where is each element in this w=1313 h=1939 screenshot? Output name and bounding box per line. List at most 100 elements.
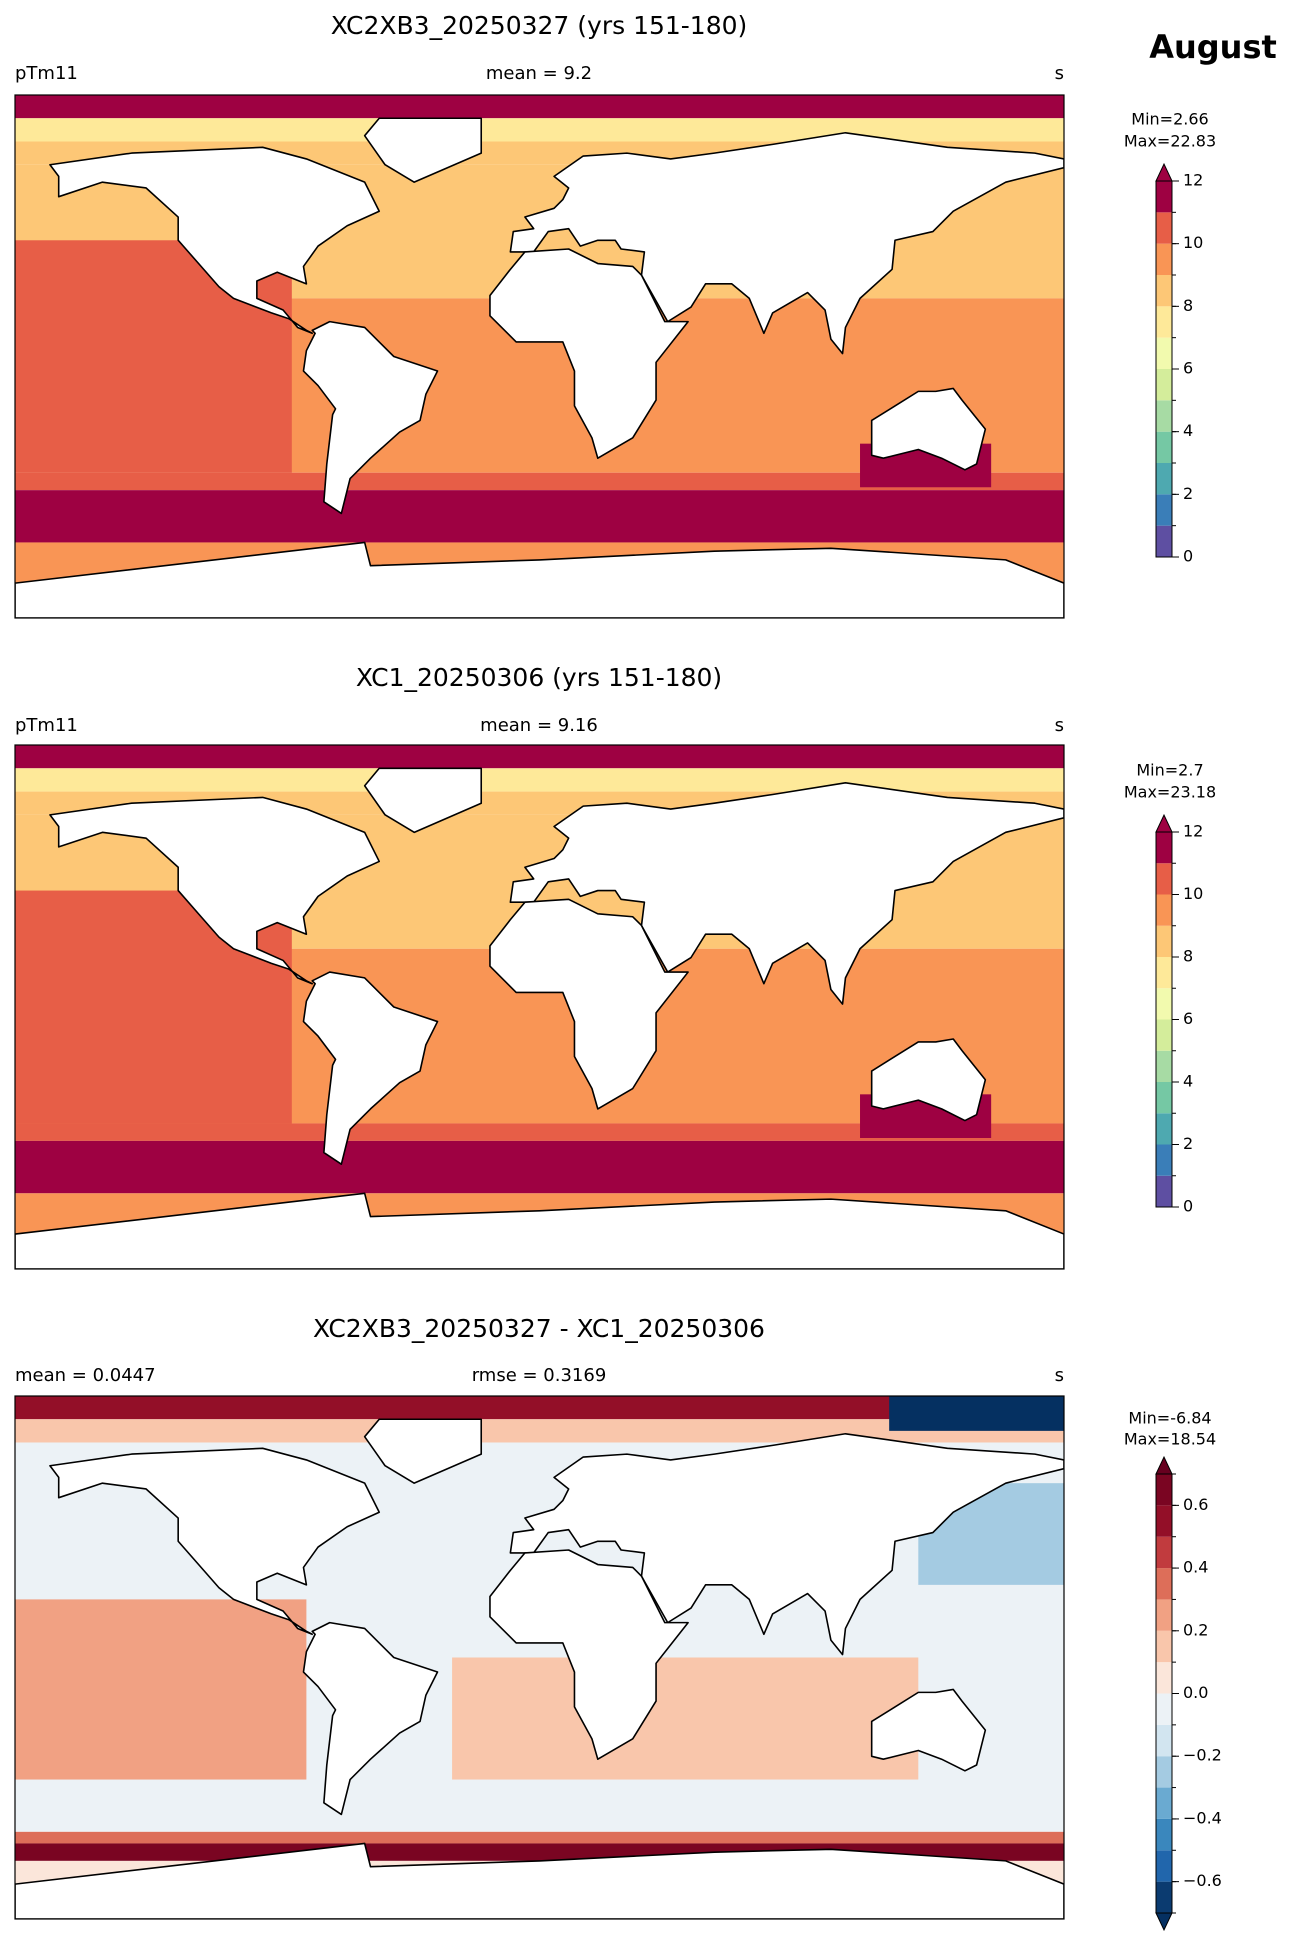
colorbar-segment: [1156, 1693, 1172, 1725]
min-label: Min=2.7: [1136, 761, 1203, 780]
map: [15, 1396, 1064, 1919]
colorbar-segment: [1156, 212, 1172, 244]
center-label: rmse = 0.3169: [472, 1365, 607, 1386]
center-label: mean = 9.16: [480, 715, 598, 736]
colorbar-tick-label: 2: [1183, 1134, 1193, 1153]
colorbar-segment: [1156, 1630, 1172, 1663]
map-field: [15, 1396, 1064, 1919]
map: [15, 95, 1064, 618]
map-frame: [14, 94, 1065, 619]
ocean-band: [15, 1419, 1064, 1443]
colorbar-tick-label: −0.6: [1183, 1871, 1222, 1890]
colorbar-tick-label: 10: [1183, 884, 1203, 903]
colorbar-extend-min: [1155, 1912, 1173, 1932]
colorbar-segment: [1156, 863, 1172, 895]
ocean-patch: [889, 1396, 1064, 1431]
colorbar-segment: [1156, 1756, 1172, 1788]
figure-title: August: [1149, 28, 1277, 66]
colorbar-segment: [1156, 832, 1172, 864]
colorbar-segment: [1156, 1474, 1172, 1506]
colorbar-segment: [1156, 1144, 1172, 1176]
colorbar-segment: [1156, 957, 1172, 989]
ocean-band: [15, 490, 1064, 543]
colorbar-tick-label: 12: [1183, 822, 1203, 841]
colorbar-tick-label: 10: [1183, 233, 1203, 252]
center-label: mean = 9.2: [486, 63, 592, 84]
colorbar-segment: [1156, 463, 1172, 495]
colorbar-tick-label: 0.0: [1183, 1683, 1208, 1702]
colorbar-segment: [1156, 337, 1172, 369]
min-label: Min=2.66: [1131, 110, 1208, 129]
max-label: Max=23.18: [1124, 783, 1216, 802]
colorbar-segment: [1156, 181, 1172, 213]
right-label: s: [1055, 1365, 1064, 1386]
max-label: Max=22.83: [1124, 132, 1216, 151]
ocean-band: [15, 1831, 1064, 1844]
colorbar-extend-max: [1155, 162, 1173, 182]
colorbar-segment: [1156, 431, 1172, 463]
colorbar-segment: [1156, 1019, 1172, 1051]
min-label: Min=-6.84: [1128, 1409, 1211, 1428]
ocean-band: [15, 768, 1064, 792]
panel-title: XC2XB3_20250327 - XC1_20250306: [313, 1314, 765, 1343]
colorbar-tick-label: 12: [1183, 171, 1203, 190]
ocean-band: [15, 95, 1064, 119]
panel-title: XC1_20250306 (yrs 151-180): [356, 663, 722, 692]
map: [15, 745, 1064, 1269]
right-label: s: [1055, 63, 1064, 84]
ocean-band: [15, 1140, 1064, 1194]
colorbar-segment: [1156, 400, 1172, 432]
max-label: Max=18.54: [1124, 1430, 1216, 1449]
colorbar-segment: [1156, 1568, 1172, 1600]
colorbar-tick-label: 0: [1183, 1197, 1193, 1216]
ocean-patch: [15, 1599, 307, 1780]
ocean-band: [15, 1396, 1064, 1420]
colorbar-tick-label: 0.4: [1183, 1558, 1208, 1577]
colorbar-segment: [1156, 1787, 1172, 1819]
map-frame: [14, 744, 1065, 1270]
colorbar-segment: [1156, 525, 1172, 557]
colorbar-tick-label: −0.4: [1183, 1808, 1222, 1827]
colorbar-segment: [1156, 1175, 1172, 1207]
colorbar-segment: [1156, 243, 1172, 275]
colorbar-segment: [1156, 988, 1172, 1020]
colorbar-segment: [1156, 1850, 1172, 1882]
colorbar-segment: [1156, 894, 1172, 926]
colorbar-extend-max: [1155, 813, 1173, 833]
colorbar-segment: [1156, 1536, 1172, 1569]
colorbar-tick-label: 4: [1183, 1072, 1193, 1091]
map-field: [15, 745, 1064, 1269]
colorbar-segment: [1156, 1082, 1172, 1114]
colorbar-tick-label: 8: [1183, 947, 1193, 966]
colorbar-tick-label: 6: [1183, 359, 1193, 378]
colorbar-segment: [1156, 369, 1172, 401]
ocean-band: [15, 472, 1064, 491]
colorbar-extend-max: [1155, 1455, 1173, 1475]
colorbar-segment: [1156, 1724, 1172, 1757]
colorbar-tick-label: 8: [1183, 296, 1193, 315]
colorbar-tick-label: 4: [1183, 421, 1193, 440]
map-field: [15, 95, 1064, 618]
ocean-band: [15, 745, 1064, 769]
colorbar-segment: [1156, 494, 1172, 526]
colorbar-segment: [1156, 275, 1172, 307]
colorbar-tick-label: 0.6: [1183, 1495, 1208, 1514]
right-label: s: [1055, 715, 1064, 736]
colorbar-tick-label: −0.2: [1183, 1746, 1222, 1765]
colorbar-tick-label: 0.2: [1183, 1620, 1208, 1639]
colorbar-segment: [1156, 925, 1172, 957]
ocean-patch: [452, 1657, 919, 1780]
colorbar-segment: [1156, 1662, 1172, 1694]
colorbar-segment: [1156, 1818, 1172, 1851]
ocean-band: [15, 118, 1064, 142]
colorbar-segment: [1156, 1113, 1172, 1145]
colorbar-tick-label: 0: [1183, 547, 1193, 566]
left-label: pTm11: [15, 715, 78, 736]
ocean-band: [15, 1123, 1064, 1141]
colorbar-segment: [1156, 1599, 1172, 1631]
colorbar-segment: [1156, 1881, 1172, 1913]
left-label: mean = 0.0447: [15, 1365, 156, 1386]
colorbar-tick-label: 2: [1183, 484, 1193, 503]
colorbar-segment: [1156, 1505, 1172, 1537]
